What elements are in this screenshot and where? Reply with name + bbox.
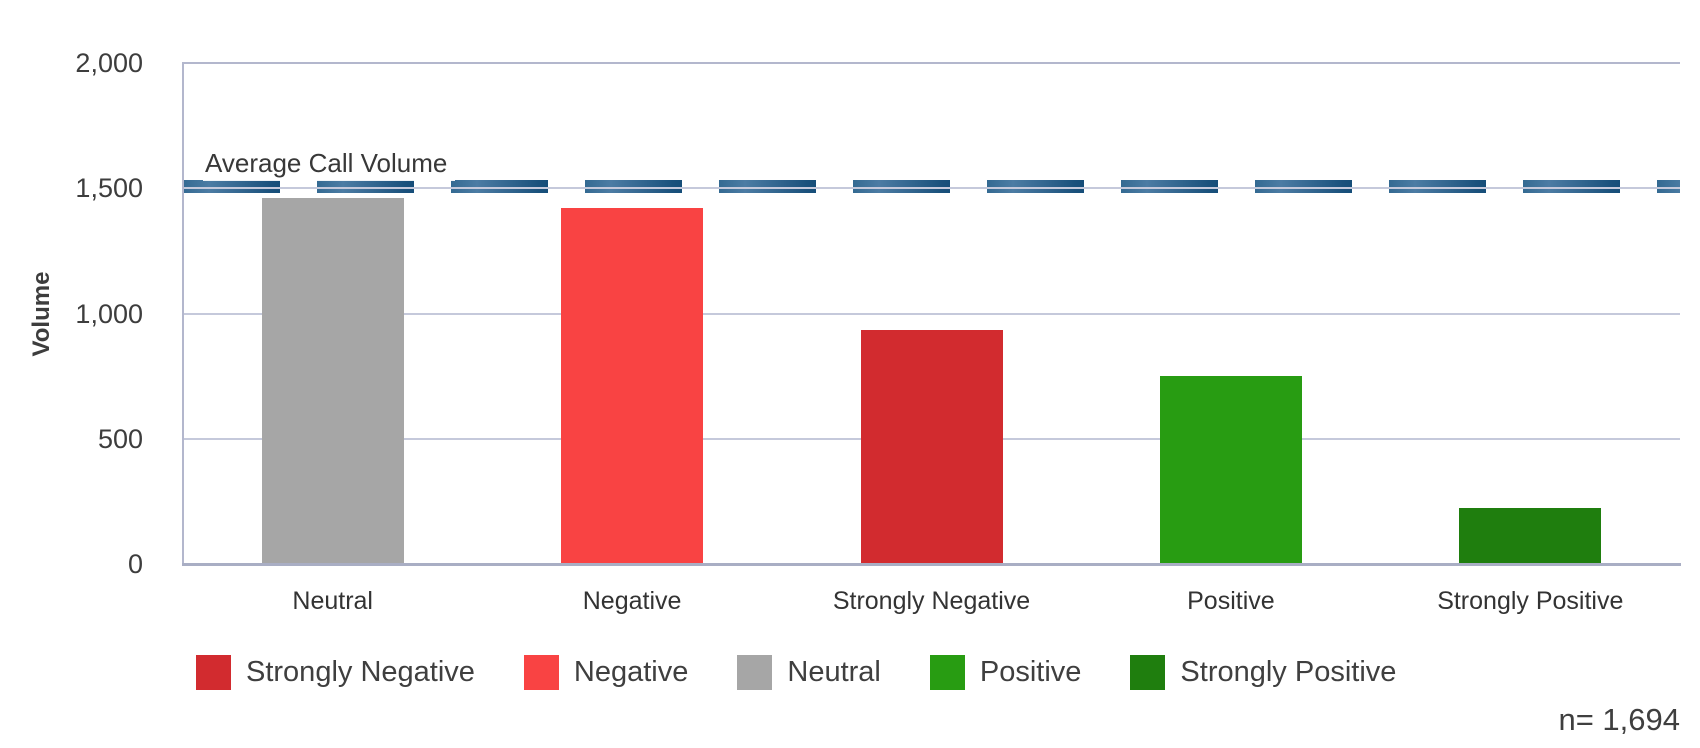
plot-top-border	[183, 62, 1680, 64]
x-tick-label: Strongly Positive	[1437, 587, 1624, 615]
legend-item-positive: Positive	[929, 655, 1082, 690]
bar-neutral	[261, 198, 404, 563]
sample-size-annotation: n= 1,694	[1558, 702, 1680, 737]
legend-swatch-icon	[737, 655, 773, 690]
y-tick-label: 1,500	[75, 173, 143, 204]
legend-item-strongly-negative: Strongly Negative	[196, 655, 475, 690]
legend-swatch-icon	[1130, 655, 1166, 690]
bar-strongly-positive	[1459, 507, 1602, 563]
legend-label: Strongly Positive	[1180, 656, 1397, 688]
y-tick-label: 500	[97, 423, 143, 454]
x-tick-label: Neutral	[292, 587, 373, 615]
bar-negative	[561, 208, 704, 563]
legend-swatch-icon	[929, 655, 965, 690]
legend-label: Negative	[573, 656, 689, 688]
gridline-1500	[183, 187, 1680, 190]
x-tick-label: Negative	[582, 587, 682, 615]
average-reference-dashed-line	[183, 180, 1680, 194]
gridline-1000	[183, 312, 1680, 315]
chart-legend: Strongly Negative Negative Neutral Positive…	[196, 655, 1396, 690]
y-tick-label: 2,000	[75, 48, 143, 78]
x-axis-line	[182, 563, 1681, 566]
legend-item-neutral: Neutral	[737, 655, 881, 690]
legend-label: Neutral	[787, 656, 881, 688]
y-tick-label: 1,000	[75, 298, 143, 329]
legend-swatch-icon	[196, 655, 231, 690]
legend-item-strongly-positive: Strongly Positive	[1130, 655, 1396, 690]
average-line-label: Average Call Volume	[203, 148, 456, 182]
y-axis-line	[182, 62, 184, 565]
legend-item-negative: Negative	[523, 655, 689, 690]
x-tick-label: Positive	[1187, 587, 1275, 615]
x-tick-label: Strongly Negative	[832, 587, 1031, 615]
legend-label: Strongly Negative	[246, 656, 475, 688]
legend-swatch-icon	[523, 655, 559, 690]
legend-label: Positive	[979, 656, 1082, 688]
y-tick-label: 0	[127, 549, 143, 579]
bar-positive	[1159, 376, 1302, 563]
bar-strongly-negative	[860, 329, 1003, 563]
